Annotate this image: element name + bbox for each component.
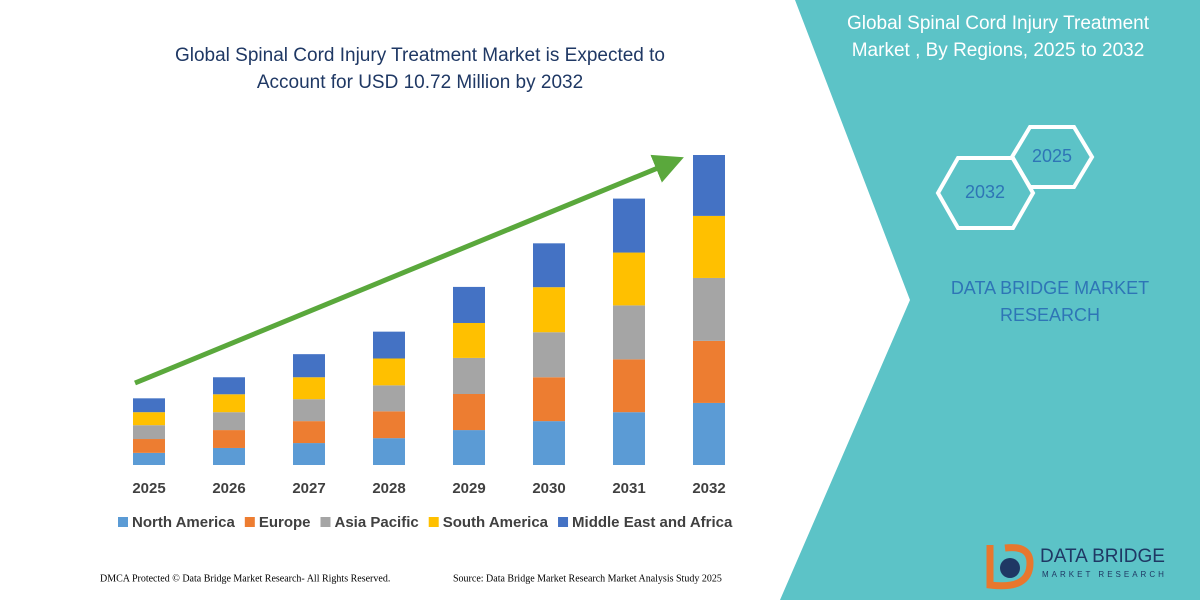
legend-swatch: [558, 517, 569, 527]
hexagon-label: 2032: [965, 182, 1005, 202]
hexagon-label: 2025: [1032, 146, 1072, 166]
panel-title: Market , By Regions, 2025 to 2032: [852, 40, 1145, 61]
legend-label: South America: [443, 514, 549, 531]
legend-label: Europe: [259, 514, 311, 531]
bar-segment: [373, 358, 405, 386]
logo-icon: [1000, 558, 1020, 578]
bar-segment: [453, 357, 485, 394]
legend-swatch: [118, 517, 128, 527]
bar-segment: [213, 412, 245, 431]
bar-segment: [533, 243, 565, 288]
bar-segment: [613, 412, 645, 465]
bar-segment: [613, 359, 645, 413]
hexagon: [935, 156, 1036, 230]
bar-segment: [453, 393, 485, 431]
bar-segment: [373, 438, 405, 465]
bar-segment: [453, 286, 485, 323]
x-tick-label: 2032: [692, 480, 725, 497]
x-tick-label: 2029: [452, 480, 485, 497]
brand-text: DATA BRIDGE MARKET: [951, 278, 1149, 298]
bar-segment: [693, 155, 725, 216]
chart-title: Global Spinal Cord Injury Treatment Mark…: [175, 45, 665, 66]
legend-label: North America: [132, 514, 235, 531]
bar-segment: [373, 385, 405, 412]
bar-segment: [293, 399, 325, 422]
x-tick-label: 2025: [132, 480, 165, 497]
bar-segment: [213, 377, 245, 395]
bar-segment: [213, 447, 245, 465]
bar-segment: [213, 394, 245, 413]
legend-swatch: [320, 517, 331, 527]
bar-segment: [133, 452, 165, 465]
bar-segment: [373, 331, 405, 359]
bar-segment: [293, 354, 325, 378]
legend-label: Middle East and Africa: [572, 514, 733, 531]
x-tick-label: 2030: [532, 480, 565, 497]
trend-arrow: [134, 154, 684, 386]
bar-segment: [533, 287, 565, 333]
bar-segment: [613, 252, 645, 306]
bar-segment: [533, 421, 565, 465]
bar-segment: [133, 398, 165, 413]
bar-segment: [133, 425, 165, 440]
bar-segment: [133, 439, 165, 453]
bar-segment: [533, 377, 565, 422]
x-tick-label: 2026: [212, 480, 245, 497]
bar-segment: [693, 277, 725, 341]
bar-segment: [453, 322, 485, 358]
bar-segment: [213, 430, 245, 448]
bar-segment: [133, 412, 165, 426]
legend-label: Asia Pacific: [335, 514, 419, 531]
bar-segment: [613, 198, 645, 253]
bar-segment: [693, 215, 725, 278]
bar-segment: [693, 402, 725, 465]
bar-segment: [613, 305, 645, 360]
bar-segment: [693, 340, 725, 403]
bar-segment: [373, 411, 405, 439]
side-panel: [780, 0, 1200, 600]
legend-swatch: [244, 517, 255, 527]
x-tick-label: 2028: [372, 480, 405, 497]
logo-tagline: MARKET RESEARCH: [1042, 570, 1167, 579]
logo-icon: [986, 544, 1034, 590]
footer-text: DMCA Protected © Data Bridge Market Rese…: [100, 573, 390, 584]
bar-segment: [453, 430, 485, 465]
bar-segment: [293, 443, 325, 465]
bar-segment: [293, 377, 325, 400]
logo-name: DATA BRIDGE: [1040, 546, 1165, 567]
x-tick-label: 2031: [612, 480, 645, 497]
bar-segment: [293, 421, 325, 444]
x-tick-label: 2027: [292, 480, 325, 497]
legend-swatch: [428, 517, 439, 527]
bar-segment: [533, 332, 565, 378]
footer-text: Source: Data Bridge Market Research Mark…: [453, 573, 722, 584]
brand-text: RESEARCH: [1000, 305, 1100, 325]
panel-title: Global Spinal Cord Injury Treatment: [847, 13, 1150, 34]
chart-title: Account for USD 10.72 Million by 2032: [257, 72, 583, 93]
